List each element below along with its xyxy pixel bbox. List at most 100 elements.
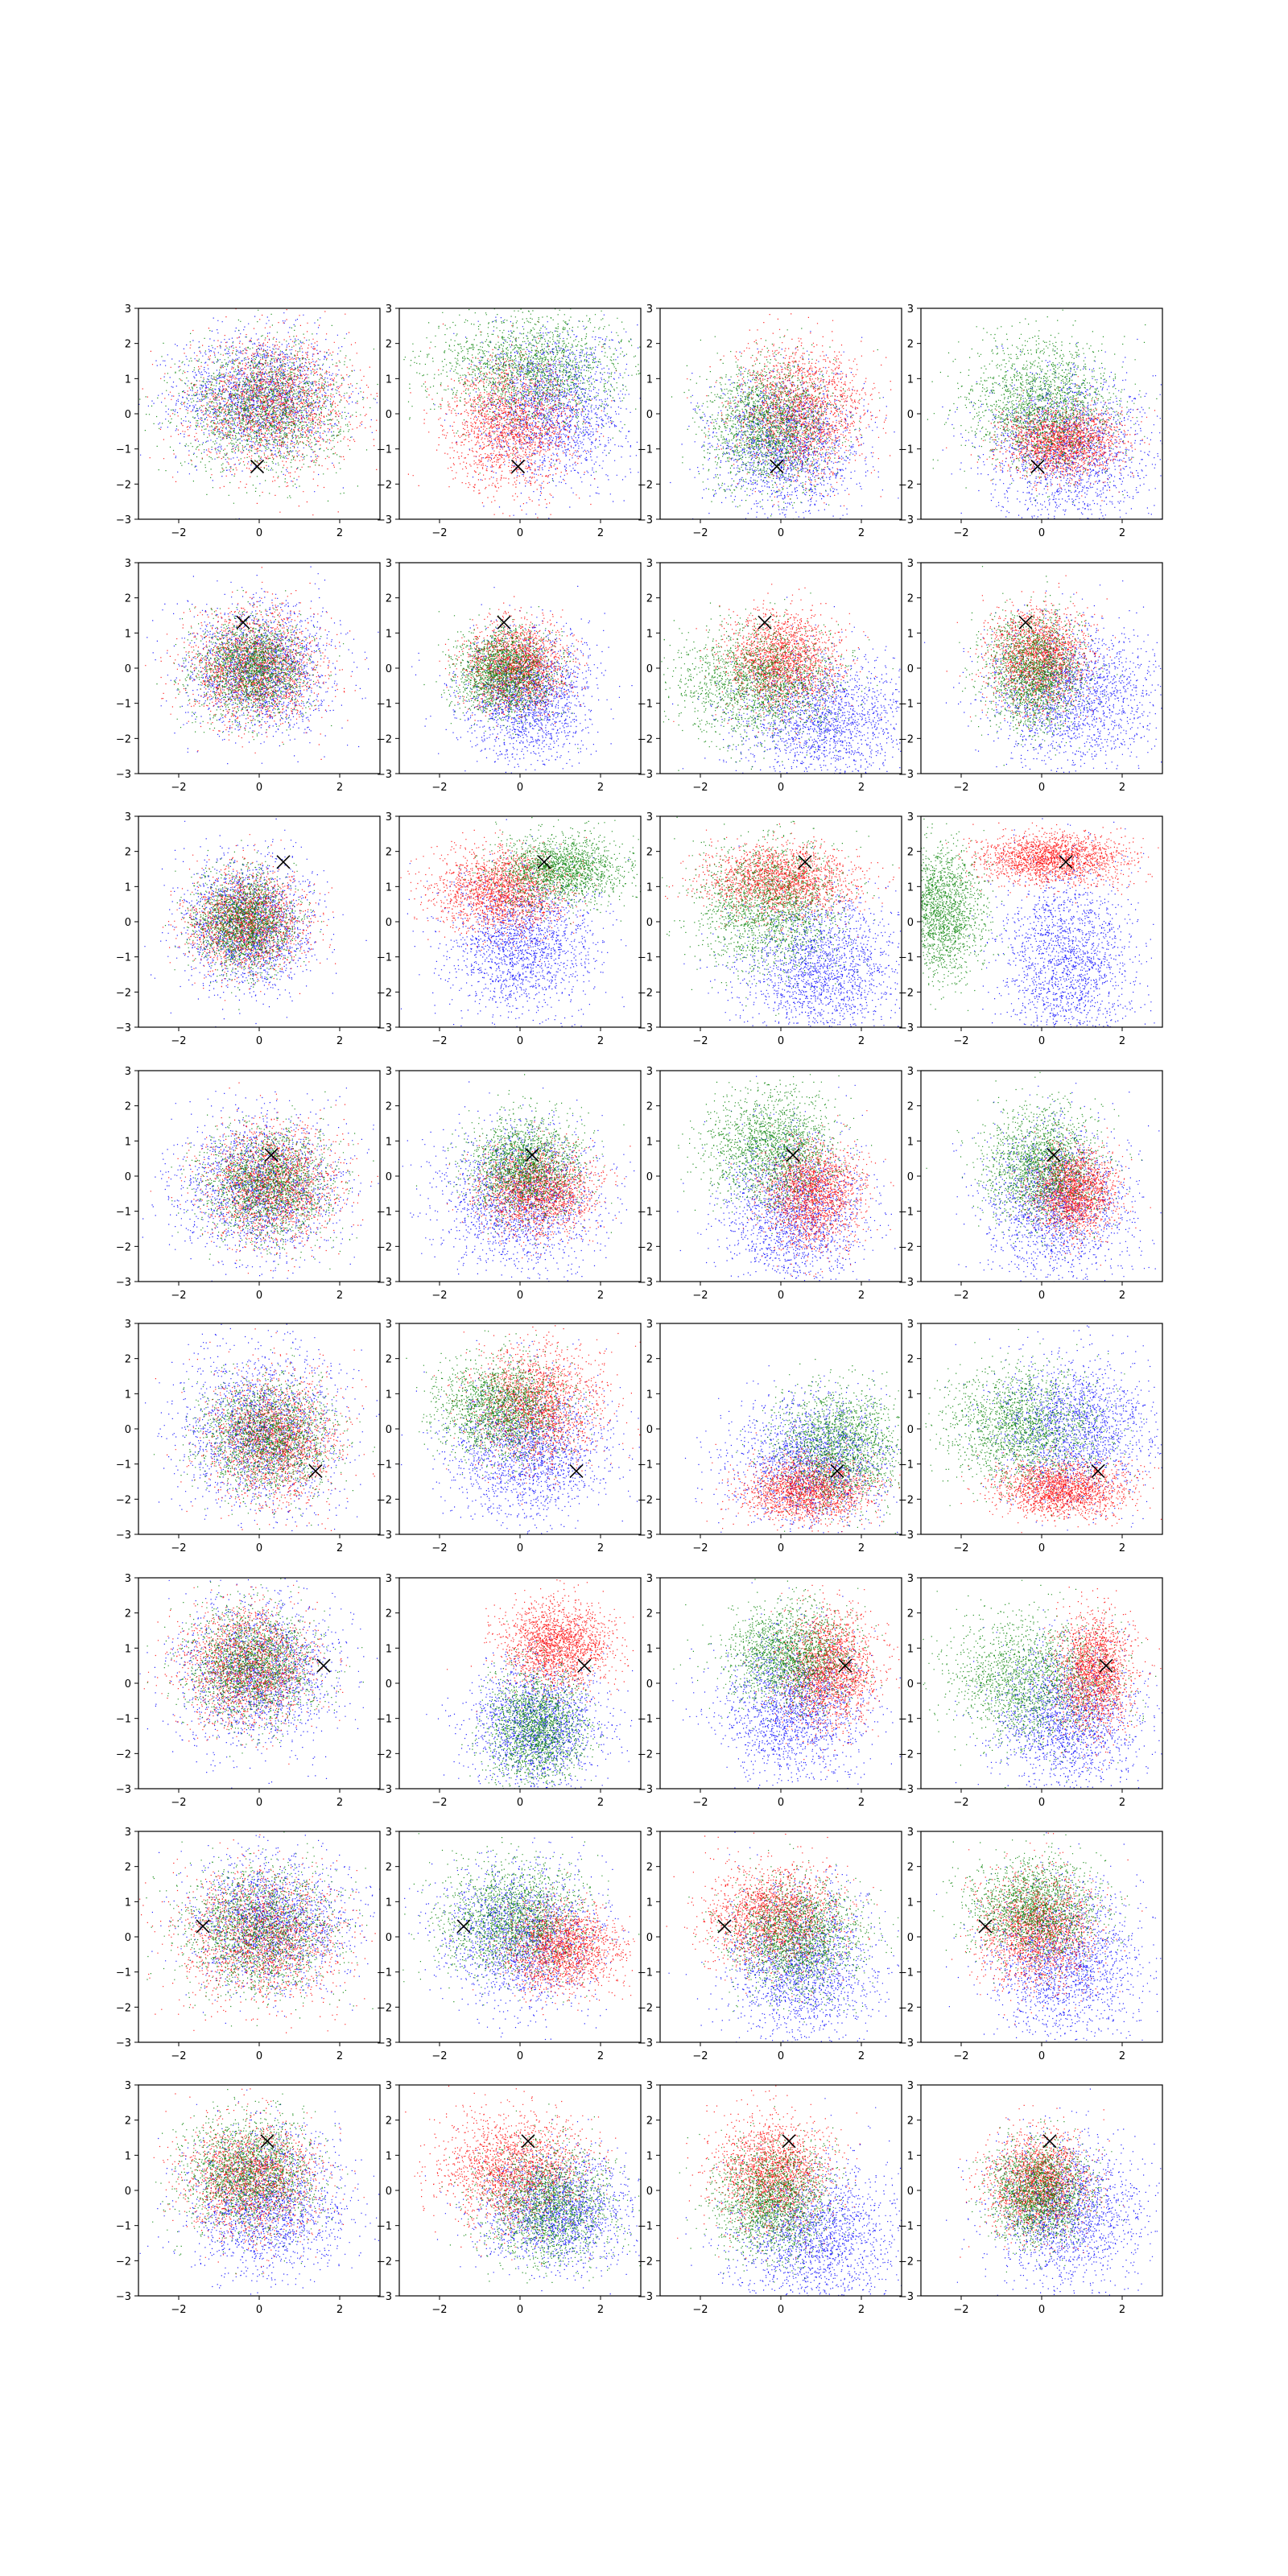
- x-tick-label: 0: [517, 2050, 523, 2062]
- x-tick-label: −2: [692, 1290, 708, 1302]
- y-tick-label: 3: [386, 2080, 392, 2092]
- y-tick-label: 1: [386, 881, 392, 894]
- x-tick-label: 2: [858, 1542, 865, 1554]
- points-layer: [138, 308, 381, 520]
- points-layer: [934, 1832, 1162, 2043]
- points-layer: [145, 567, 378, 765]
- points-layer: [677, 1074, 895, 1282]
- x-tick-label: 0: [778, 1290, 784, 1302]
- y-tick-label: 3: [125, 1066, 131, 1078]
- x-marker: [1043, 2135, 1056, 2148]
- points-layer: [401, 817, 642, 1028]
- y-tick-label: 0: [125, 663, 131, 675]
- blue-series-points: [969, 818, 1155, 1027]
- y-tick-label: 3: [907, 1573, 914, 1585]
- y-tick-label: 1: [386, 374, 392, 386]
- green-series-points: [959, 566, 1121, 766]
- y-tick-label: 0: [907, 663, 914, 675]
- y-tick-label: 1: [907, 1643, 914, 1655]
- y-tick-label: 0: [386, 1678, 392, 1690]
- y-tick-label: 1: [646, 1897, 653, 1909]
- x-tick-label: −2: [171, 1290, 186, 1302]
- y-tick-label: −3: [638, 1784, 653, 1796]
- y-tick-label: 0: [386, 2186, 392, 2198]
- x-tick-label: −2: [953, 782, 968, 794]
- blue-series-points: [955, 1609, 1162, 1790]
- y-tick-label: 0: [646, 1171, 653, 1183]
- x-tick-label: −2: [692, 782, 708, 794]
- x-tick-label: 2: [597, 1797, 604, 1809]
- x-tick-label: −2: [953, 1542, 968, 1554]
- y-tick-label: −3: [898, 1022, 914, 1034]
- x-tick-label: 0: [778, 2050, 784, 2062]
- x-tick-label: −2: [953, 527, 968, 539]
- points-layer: [921, 818, 1158, 1027]
- y-tick-label: 2: [646, 847, 653, 859]
- y-tick-label: −2: [116, 1494, 131, 1506]
- y-tick-label: −3: [377, 1784, 392, 1796]
- x-tick-label: 0: [1038, 1542, 1045, 1554]
- red-series-points: [673, 584, 881, 743]
- y-tick-label: 1: [386, 1136, 392, 1148]
- y-tick-label: 0: [907, 2186, 914, 2198]
- x-marker: [457, 1920, 470, 1933]
- y-tick-label: −2: [116, 2256, 131, 2268]
- y-tick-label: −1: [638, 952, 653, 964]
- y-tick-label: 1: [646, 1643, 653, 1655]
- y-tick-label: 2: [907, 847, 914, 859]
- y-tick-label: 0: [646, 663, 653, 675]
- y-tick-label: −1: [116, 444, 131, 456]
- y-tick-label: 0: [386, 1424, 392, 1436]
- y-tick-label: −3: [898, 2037, 914, 2050]
- axes-frame: [399, 816, 641, 1027]
- y-tick-label: 0: [907, 917, 914, 929]
- x-tick-label: 2: [597, 527, 604, 539]
- y-tick-label: 1: [386, 1643, 392, 1655]
- y-tick-label: −2: [116, 1748, 131, 1761]
- points-layer: [927, 310, 1162, 521]
- y-tick-label: 2: [646, 2116, 653, 2128]
- points-layer: [923, 1580, 1162, 1790]
- points-layer: [140, 2088, 380, 2294]
- y-tick-label: −1: [116, 952, 131, 964]
- x-tick-label: 2: [1119, 1542, 1125, 1554]
- y-tick-label: −3: [377, 2291, 392, 2303]
- y-tick-label: −2: [898, 1241, 914, 1253]
- blue-series-points: [946, 2089, 1161, 2297]
- y-tick-label: 3: [125, 811, 131, 824]
- blue-series-points: [683, 845, 901, 1027]
- y-tick-label: 0: [125, 917, 131, 929]
- x-tick-label: 0: [256, 1542, 262, 1554]
- y-tick-label: −2: [116, 733, 131, 745]
- y-tick-label: −1: [898, 1967, 914, 1979]
- y-tick-label: 0: [386, 1171, 392, 1183]
- x-tick-label: 2: [858, 2050, 865, 2062]
- y-tick-label: −3: [898, 1784, 914, 1796]
- y-tick-label: 0: [386, 917, 392, 929]
- x-tick-label: 0: [256, 527, 262, 539]
- blue-series-points: [138, 312, 381, 519]
- y-tick-label: 0: [125, 1678, 131, 1690]
- y-tick-label: −3: [898, 1530, 914, 1542]
- y-tick-label: −1: [898, 2221, 914, 2233]
- y-tick-label: −1: [638, 1459, 653, 1472]
- y-tick-label: 1: [907, 1389, 914, 1401]
- y-tick-label: 0: [125, 1424, 131, 1436]
- x-tick-label: 0: [778, 2304, 784, 2316]
- points-layer: [926, 1326, 1162, 1534]
- x-tick-label: 2: [336, 1290, 343, 1302]
- y-tick-label: −1: [638, 444, 653, 456]
- x-tick-label: −2: [953, 1035, 968, 1047]
- y-tick-label: −2: [898, 987, 914, 999]
- y-tick-label: 2: [646, 593, 653, 605]
- y-tick-label: 3: [646, 1573, 653, 1585]
- y-tick-label: 0: [646, 1424, 653, 1436]
- y-tick-label: 1: [646, 2150, 653, 2162]
- y-tick-label: 1: [907, 374, 914, 386]
- y-tick-label: 3: [907, 1827, 914, 1839]
